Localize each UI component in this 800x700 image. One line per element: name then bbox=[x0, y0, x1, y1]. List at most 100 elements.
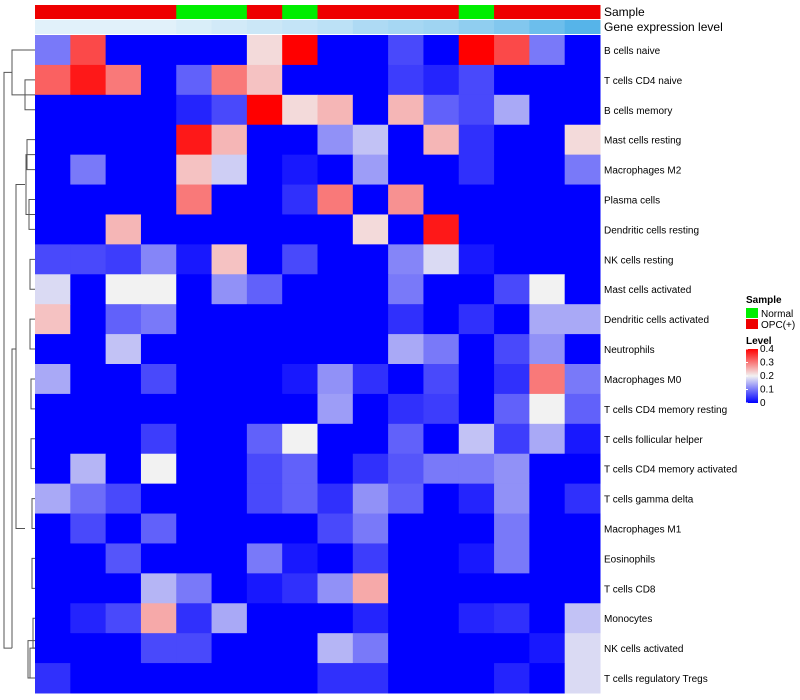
heatmap-cell bbox=[282, 274, 318, 305]
heatmap-cell bbox=[564, 633, 601, 664]
row-label: T cells follicular helper bbox=[604, 435, 703, 446]
heatmap-cell bbox=[282, 393, 318, 425]
level-annotation-label: Gene expression level bbox=[604, 20, 723, 34]
heatmap-cell bbox=[317, 603, 354, 634]
heatmap-cell bbox=[35, 64, 71, 96]
heatmap-cell bbox=[246, 274, 283, 305]
heatmap-cell bbox=[211, 244, 248, 275]
row-label: Neutrophils bbox=[604, 345, 655, 356]
heatmap-cell bbox=[564, 214, 601, 245]
legend-level-tick-label: 0.3 bbox=[760, 358, 774, 369]
sample-annotation-cell bbox=[388, 5, 424, 19]
sample-annotation-cell bbox=[246, 5, 283, 19]
heatmap-cell bbox=[211, 35, 248, 66]
heatmap-cell bbox=[140, 543, 177, 574]
legend-sample-label: Normal bbox=[761, 309, 793, 320]
heatmap-cell bbox=[494, 364, 530, 395]
heatmap-cell bbox=[176, 214, 213, 245]
heatmap-cell bbox=[494, 35, 530, 66]
heatmap-cell bbox=[529, 633, 566, 664]
level-annotation-cell bbox=[564, 20, 601, 34]
heatmap-cell bbox=[529, 304, 566, 335]
heatmap-cell bbox=[282, 543, 318, 574]
heatmap-cell bbox=[105, 364, 142, 395]
heatmap-cell bbox=[317, 334, 354, 365]
heatmap-cell bbox=[176, 364, 213, 395]
heatmap-cell bbox=[423, 543, 460, 574]
heatmap-cell bbox=[564, 543, 601, 574]
heatmap-cell bbox=[70, 214, 107, 245]
level-annotation-cell bbox=[529, 20, 566, 34]
heatmap-cell bbox=[458, 334, 495, 365]
heatmap-cell bbox=[494, 154, 530, 186]
heatmap-cell bbox=[211, 393, 248, 425]
heatmap-cell bbox=[246, 453, 283, 485]
row-label: T cells regulatory Tregs bbox=[604, 674, 708, 685]
row-label: Macrophages M2 bbox=[604, 166, 682, 177]
heatmap-cell bbox=[246, 483, 283, 515]
heatmap-cell bbox=[70, 154, 107, 186]
heatmap-cell bbox=[35, 393, 71, 425]
dendrogram-branch bbox=[15, 184, 25, 529]
heatmap-cell bbox=[282, 423, 318, 455]
heatmap-cell bbox=[35, 423, 71, 455]
legend-level-tick-label: 0 bbox=[760, 398, 766, 409]
heatmap-cell bbox=[246, 573, 283, 604]
heatmap-cell bbox=[458, 633, 495, 664]
heatmap-cell bbox=[529, 364, 566, 395]
heatmap-cell bbox=[246, 543, 283, 574]
heatmap-cell bbox=[140, 35, 177, 66]
heatmap-cell bbox=[140, 64, 177, 96]
heatmap-cell bbox=[388, 663, 424, 694]
heatmap-cell bbox=[494, 94, 530, 126]
sample-annotation-cell bbox=[211, 5, 248, 19]
sample-annotation-cell bbox=[317, 5, 354, 19]
sample-annotation-bar bbox=[35, 5, 601, 19]
legend-level-title: Level bbox=[746, 336, 772, 347]
heatmap-cell bbox=[246, 513, 283, 544]
heatmap-cell bbox=[388, 184, 424, 215]
heatmap-cell bbox=[70, 423, 107, 455]
heatmap-cell bbox=[176, 304, 213, 335]
heatmap-cell bbox=[423, 423, 460, 455]
sample-annotation-cell bbox=[70, 5, 107, 19]
sample-annotation-cell bbox=[564, 5, 601, 19]
heatmap-cell bbox=[105, 94, 142, 126]
level-annotation-cell bbox=[176, 20, 213, 34]
sample-annotation-cell bbox=[140, 5, 177, 19]
heatmap-cell bbox=[282, 513, 318, 544]
heatmap-cell bbox=[564, 603, 601, 634]
dendrogram-branch bbox=[11, 49, 35, 96]
heatmap-cell bbox=[423, 184, 460, 215]
heatmap-cell bbox=[317, 543, 354, 574]
dendrogram-branch bbox=[31, 557, 35, 589]
heatmap-cell bbox=[282, 603, 318, 634]
heatmap-cell bbox=[35, 364, 71, 395]
heatmap-cell bbox=[317, 154, 354, 186]
heatmap-cell bbox=[211, 603, 248, 634]
heatmap-cell bbox=[35, 124, 71, 156]
heatmap-cell bbox=[388, 633, 424, 664]
heatmap-cell bbox=[388, 154, 424, 186]
heatmap-cell bbox=[105, 304, 142, 335]
legend-sample-label: OPC(+) bbox=[761, 320, 795, 331]
heatmap-cell bbox=[352, 453, 389, 485]
heatmap-cell bbox=[529, 483, 566, 515]
heatmap-cell bbox=[35, 154, 71, 186]
heatmap-cell bbox=[211, 513, 248, 544]
heatmap-cell bbox=[458, 64, 495, 96]
heatmap-cell bbox=[246, 304, 283, 335]
heatmap-cell bbox=[352, 513, 389, 544]
heatmap-cell bbox=[317, 573, 354, 604]
row-label: Dendritic cells activated bbox=[604, 315, 709, 326]
heatmap-cell bbox=[140, 573, 177, 604]
heatmap-cell bbox=[211, 334, 248, 365]
heatmap-cell bbox=[352, 633, 389, 664]
heatmap-cell bbox=[388, 214, 424, 245]
heatmap-cell bbox=[140, 334, 177, 365]
heatmap-cell bbox=[352, 573, 389, 604]
heatmap-cell bbox=[317, 274, 354, 305]
heatmap-cell bbox=[140, 94, 177, 126]
heatmap-cell bbox=[564, 513, 601, 544]
